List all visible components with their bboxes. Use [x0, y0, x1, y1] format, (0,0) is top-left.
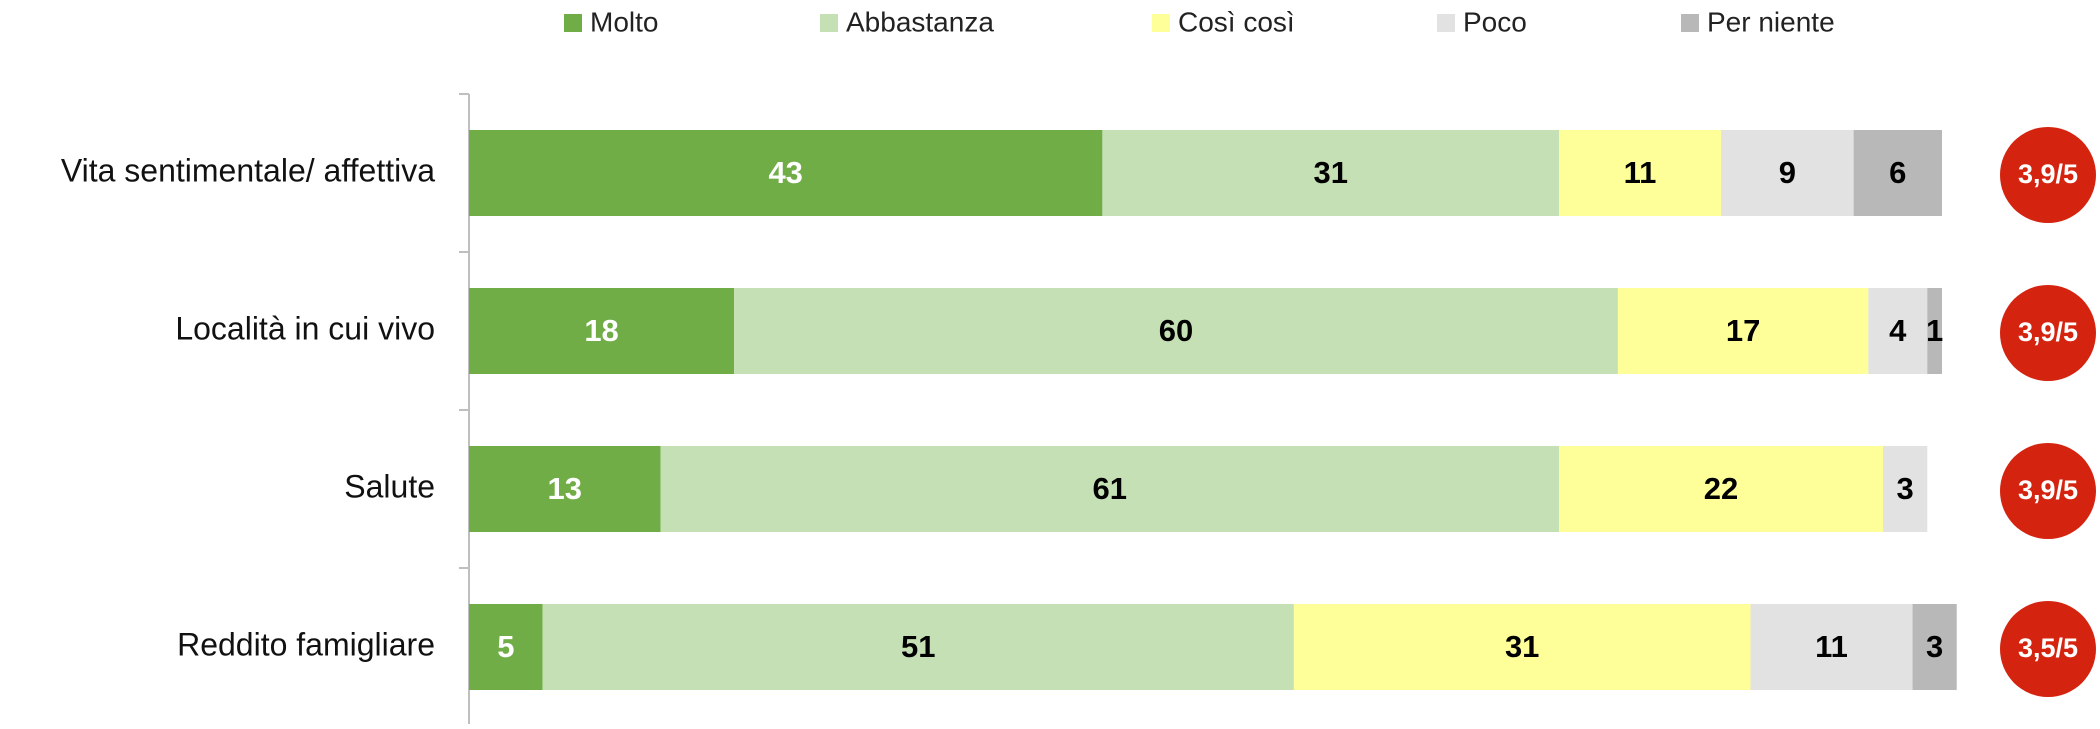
data-label: 22	[1704, 471, 1738, 506]
data-label: 18	[584, 313, 618, 348]
legend-swatch	[564, 14, 582, 32]
data-label: 4	[1889, 313, 1907, 348]
score-badge	[2000, 601, 2096, 697]
score-label: 3,9/5	[2018, 159, 2078, 189]
data-label: 17	[1726, 313, 1760, 348]
score-badge	[2000, 443, 2096, 539]
data-label: 3	[1897, 471, 1914, 506]
bar-segment	[1617, 288, 1869, 374]
bar-segment	[469, 604, 543, 690]
bar-segment	[469, 446, 661, 532]
category-label: Vita sentimentale/ affettiva	[61, 152, 435, 188]
bar-segment	[734, 288, 1618, 374]
bar-segment	[1883, 446, 1928, 532]
bar-segment	[1853, 130, 1942, 216]
legend-label: Così così	[1178, 6, 1295, 37]
data-label: 31	[1313, 155, 1347, 190]
bar-segment	[1868, 288, 1928, 374]
data-label: 6	[1889, 155, 1906, 190]
bar-segment	[1927, 288, 1942, 374]
legend-label: Per niente	[1707, 6, 1835, 37]
bar-segment	[1102, 130, 1560, 216]
legend-swatch	[1681, 14, 1699, 32]
score-label: 3,9/5	[2018, 475, 2078, 505]
data-label: 9	[1779, 155, 1796, 190]
legend-swatch	[1437, 14, 1455, 32]
data-label: 51	[901, 629, 935, 664]
category-label: Reddito famigliare	[177, 626, 435, 662]
legend-label: Poco	[1463, 6, 1527, 37]
score-badge	[2000, 285, 2096, 381]
category-label: Località in cui vivo	[175, 310, 435, 346]
legend-swatch	[820, 14, 838, 32]
data-label: 60	[1159, 313, 1193, 348]
data-label: 3	[1926, 629, 1943, 664]
data-label: 61	[1093, 471, 1127, 506]
bar-segment	[1559, 130, 1722, 216]
category-label: Salute	[344, 468, 435, 504]
data-label: 11	[1815, 629, 1848, 664]
data-label: 31	[1505, 629, 1539, 664]
bar-segment	[469, 288, 735, 374]
bar-segment	[1721, 130, 1854, 216]
legend-swatch	[1152, 14, 1170, 32]
score-label: 3,9/5	[2018, 317, 2078, 347]
data-label: 5	[497, 629, 514, 664]
bar-segment	[1750, 604, 1913, 690]
bar-segment	[1912, 604, 1957, 690]
data-label: 11	[1624, 155, 1657, 190]
data-label: 43	[768, 155, 802, 190]
bar-segment	[1559, 446, 1884, 532]
score-label: 3,5/5	[2018, 633, 2078, 663]
bar-segment	[469, 130, 1103, 216]
data-label: 13	[548, 471, 582, 506]
legend-label: Molto	[590, 6, 658, 37]
score-badge	[2000, 127, 2096, 223]
bar-segment	[660, 446, 1560, 532]
bar-segment	[542, 604, 1294, 690]
bar-segment	[1293, 604, 1751, 690]
data-label: 1	[1926, 313, 1943, 348]
legend-label: Abbastanza	[846, 6, 994, 37]
